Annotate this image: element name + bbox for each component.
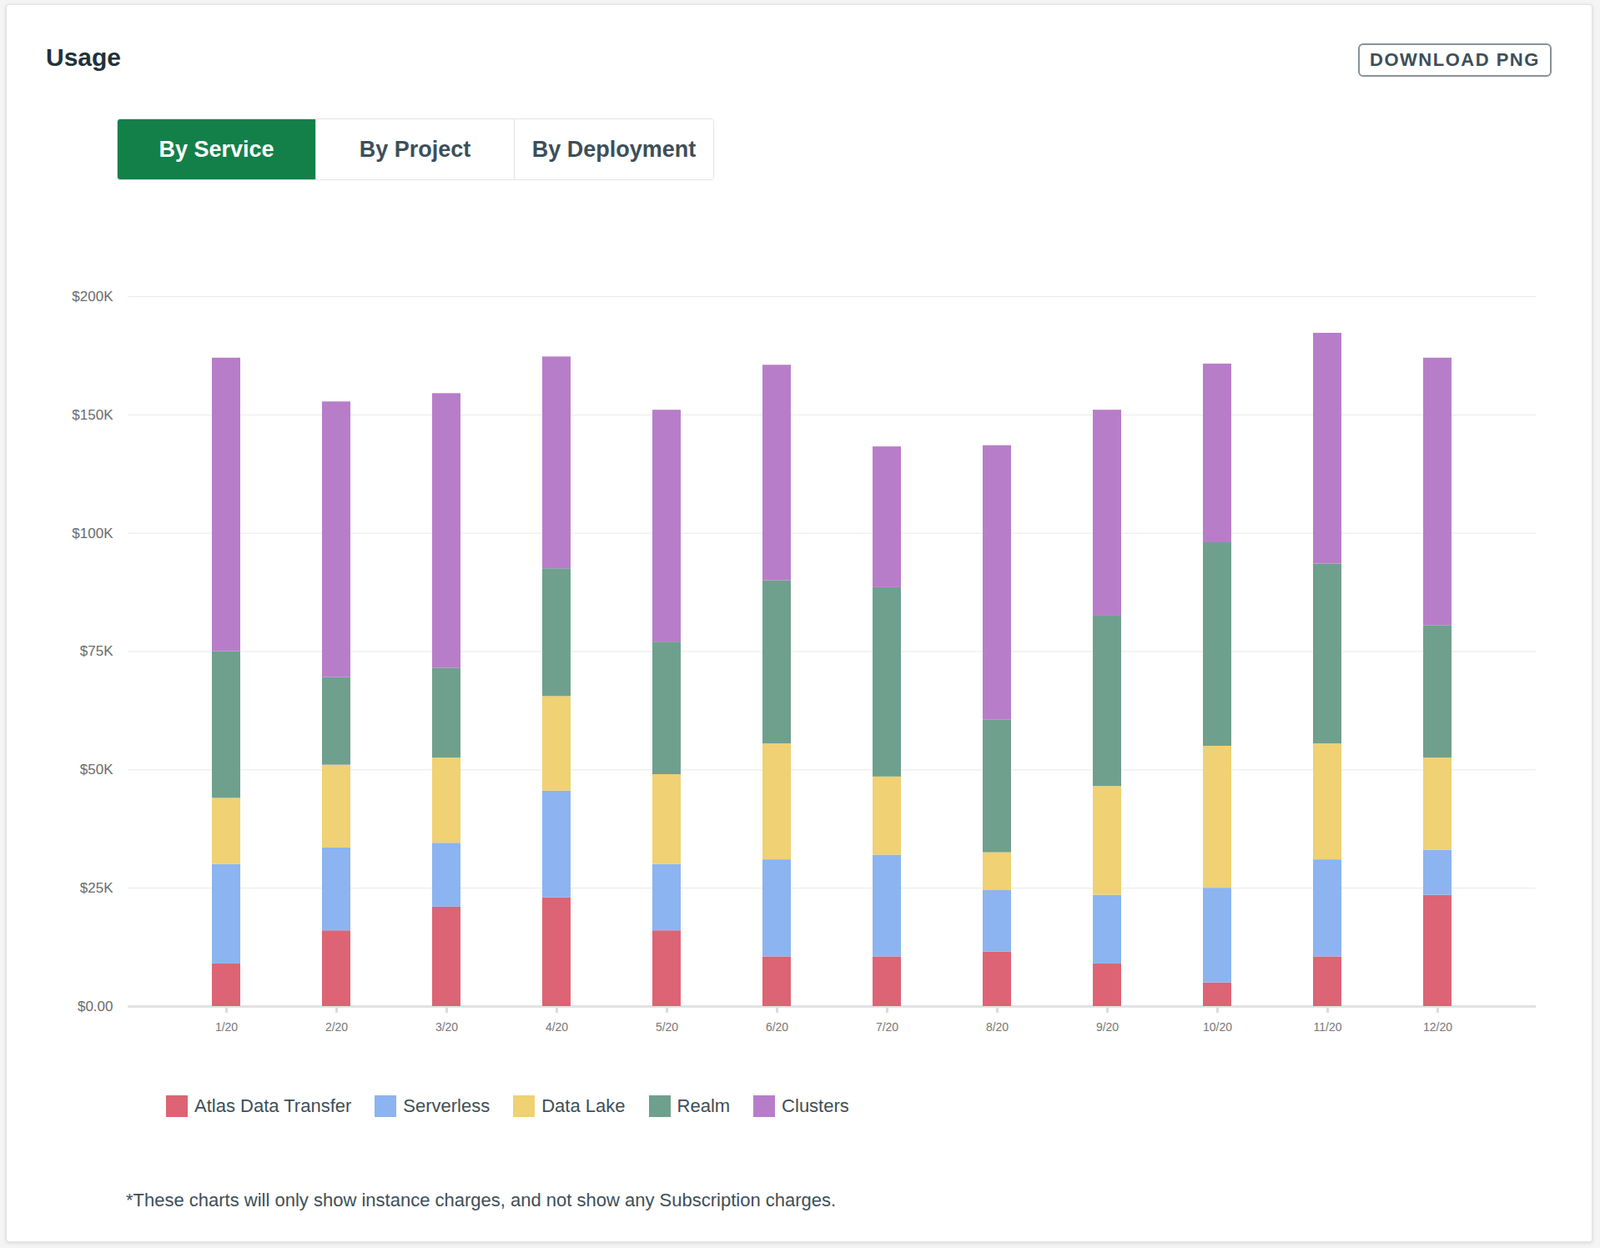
svg-text:7/20: 7/20 (875, 1020, 899, 1034)
html-text:Realm: Realm (676, 1095, 731, 1117)
svg-text:3/20: 3/20 (435, 1020, 458, 1034)
html-text:Clusters: Clusters (781, 1095, 850, 1117)
svg-text:5/20: 5/20 (655, 1020, 679, 1034)
html-text:Atlas Data Transfer: Atlas Data Transfer (194, 1095, 352, 1117)
svg-text:$150K: $150K (71, 407, 114, 423)
svg-text:$100K: $100K (71, 525, 114, 542)
svg-text:11/20: 11/20 (1313, 1020, 1343, 1034)
svg-text:$0.00: $0.00 (77, 998, 114, 1015)
svg-text:10/20: 10/20 (1202, 1020, 1233, 1034)
svg-text:2/20: 2/20 (325, 1020, 348, 1034)
html-text:By Service: By Service (158, 136, 275, 162)
svg-text:8/20: 8/20 (986, 1020, 1009, 1034)
svg-text:9/20: 9/20 (1096, 1020, 1119, 1034)
svg-text:$25K: $25K (80, 880, 114, 896)
html-text:*These charts will only show i: *These charts will only show instance ch… (125, 1189, 836, 1211)
svg-text:6/20: 6/20 (765, 1020, 789, 1034)
html-text:By Deployment: By Deployment (531, 136, 696, 162)
html-text:By Project: By Project (359, 136, 471, 162)
svg-text:$200K: $200K (71, 288, 114, 305)
html-text:Data Lake: Data Lake (541, 1095, 626, 1117)
html-text:Serverless: Serverless (403, 1095, 490, 1117)
svg-text:$75K: $75K (80, 643, 114, 660)
svg-text:4/20: 4/20 (545, 1020, 569, 1034)
svg-text:$50K: $50K (80, 761, 114, 778)
html-text:DOWNLOAD PNG: DOWNLOAD PNG (1369, 49, 1540, 71)
svg-text:1/20: 1/20 (215, 1020, 238, 1034)
html-text:Usage: Usage (45, 43, 121, 71)
svg-text:12/20: 12/20 (1423, 1020, 1453, 1034)
